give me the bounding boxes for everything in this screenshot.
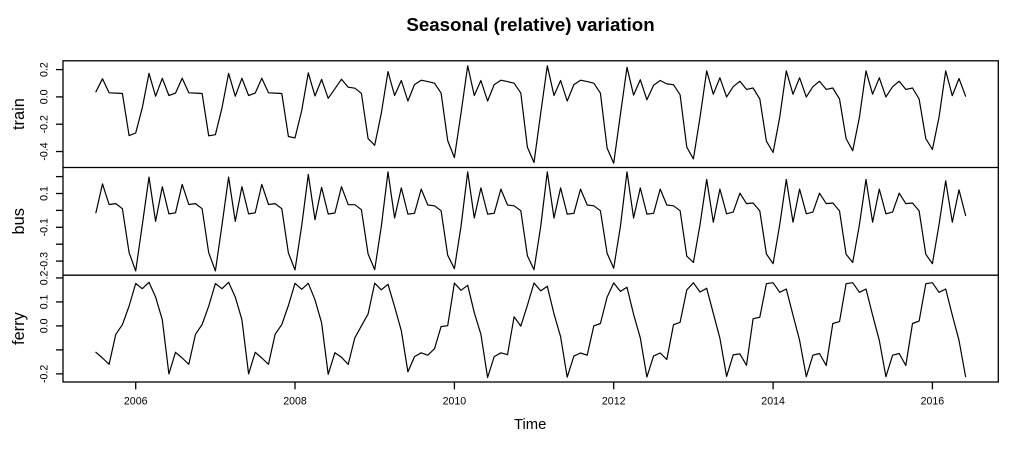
svg-text:0.2: 0.2 [39, 62, 51, 77]
svg-text:train: train [10, 98, 28, 130]
svg-text:0.0: 0.0 [39, 318, 51, 333]
svg-text:0.1: 0.1 [39, 294, 51, 309]
svg-text:-0.4: -0.4 [39, 142, 51, 160]
svg-text:ferry: ferry [10, 311, 28, 345]
svg-text:2016: 2016 [921, 396, 945, 408]
svg-text:2012: 2012 [602, 396, 626, 408]
svg-text:2014: 2014 [761, 396, 785, 408]
svg-text:-0.3: -0.3 [39, 252, 51, 270]
svg-text:Time: Time [514, 417, 546, 433]
svg-text:bus: bus [10, 208, 28, 234]
svg-text:0.0: 0.0 [39, 89, 51, 104]
svg-text:-0.2: -0.2 [39, 365, 51, 383]
svg-text:-0.1: -0.1 [39, 218, 51, 236]
svg-text:-0.2: -0.2 [39, 115, 51, 133]
svg-text:2006: 2006 [124, 396, 148, 408]
svg-text:Seasonal (relative) variation: Seasonal (relative) variation [406, 14, 654, 35]
svg-text:2008: 2008 [283, 396, 307, 408]
svg-text:0.2: 0.2 [39, 270, 51, 285]
svg-text:2010: 2010 [443, 396, 467, 408]
svg-text:0.1: 0.1 [39, 186, 51, 201]
